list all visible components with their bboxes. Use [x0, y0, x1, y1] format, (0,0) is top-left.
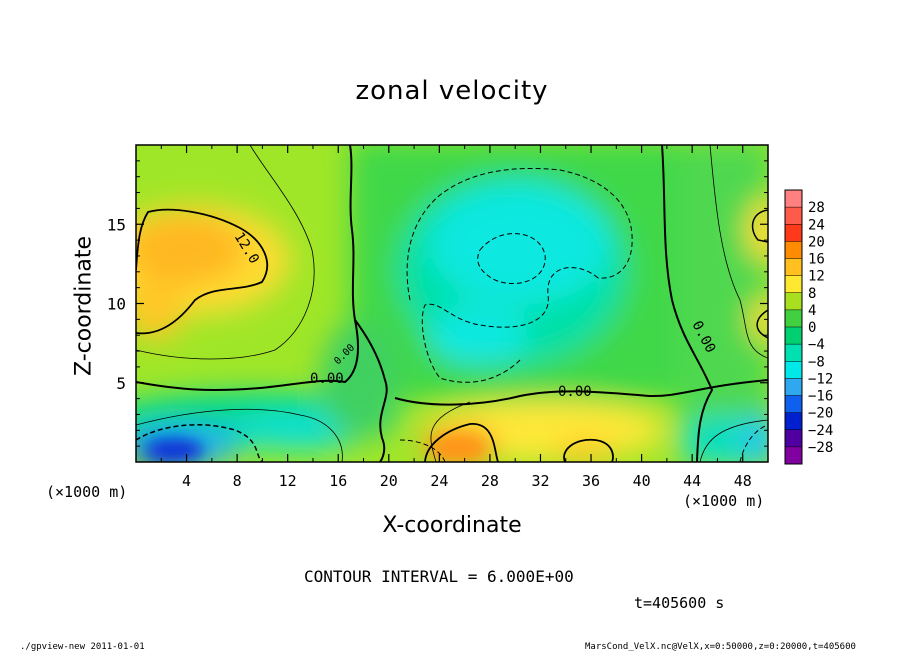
colorbar-label: 8 — [808, 286, 816, 302]
colorbar-swatch — [785, 412, 802, 431]
colorbar-swatch — [785, 190, 802, 208]
colorbar-label: 4 — [808, 303, 816, 319]
colorbar-label: 16 — [808, 252, 825, 268]
x-tick-label: 24 — [430, 472, 448, 490]
x-tick-label: 28 — [481, 472, 499, 490]
colorbar-label: −20 — [808, 406, 833, 422]
colorbar-label: −12 — [808, 371, 833, 387]
x-tick-label: 32 — [531, 472, 549, 490]
y-tick-label: 15 — [107, 215, 126, 234]
x-tick-label: 4 — [182, 472, 191, 490]
y-axis: 5 10 15 — [107, 160, 768, 447]
contour-label: 0.00 — [310, 371, 344, 387]
y-tick-label: 10 — [107, 295, 126, 314]
y-axis-label: Z-coordinate — [71, 236, 97, 376]
colorbar-swatch — [785, 344, 802, 362]
colorbar-swatch — [785, 429, 802, 448]
colorbar-swatch — [785, 207, 802, 225]
heatmap-field: 12.0 0.00 0.00 0.00 0.00 — [136, 145, 768, 462]
x-tick-label: 44 — [683, 472, 701, 490]
x-axis: 4 8 12 16 20 24 28 32 36 40 44 48 — [160, 145, 752, 490]
colorbar-swatch — [785, 224, 802, 242]
colorbar-swatch — [785, 241, 802, 259]
colorbar-label: −28 — [808, 440, 833, 456]
colorbar-label: 0 — [808, 320, 816, 336]
x-tick-label: 48 — [734, 472, 752, 490]
colorbar-swatch — [785, 378, 802, 396]
contour-interval: CONTOUR INTERVAL = 6.000E+00 — [304, 567, 574, 586]
colorbar-swatch — [785, 446, 802, 465]
x-tick-label: 40 — [633, 472, 651, 490]
x-axis-label: X-coordinate — [382, 513, 522, 538]
colorbar-swatch — [785, 275, 802, 294]
colorbar-swatch — [785, 258, 802, 277]
colorbar-label: −16 — [808, 389, 833, 405]
x-tick-label: 8 — [233, 472, 242, 490]
time-stamp: t=405600 s — [634, 594, 725, 612]
x-tick-label: 12 — [279, 472, 297, 490]
colorbar-label: 28 — [808, 200, 825, 216]
x-axis-unit: (×1000 m) — [683, 492, 765, 510]
colorbar-swatch — [785, 395, 802, 414]
y-axis-unit: (×1000 m) — [46, 483, 128, 501]
colorbar-label: 12 — [808, 269, 825, 285]
y-tick-label: 5 — [116, 374, 126, 393]
colorbar-swatch — [785, 309, 802, 328]
chart-title: zonal velocity — [355, 76, 549, 106]
colorbar-label: 24 — [808, 217, 825, 233]
x-tick-label: 36 — [582, 472, 600, 490]
x-tick-label: 20 — [380, 472, 398, 490]
x-tick-label: 16 — [329, 472, 347, 490]
contour-lines — [136, 145, 768, 462]
contour-label: 0.00 — [558, 384, 592, 400]
colorbar-swatch — [785, 292, 802, 311]
colorbar-swatch — [785, 327, 802, 345]
colorbar-label: −4 — [808, 337, 825, 353]
colorbar-label: −24 — [808, 423, 833, 439]
colorbar-label: 20 — [808, 234, 825, 250]
colorbar-label: −8 — [808, 354, 825, 370]
footer-right: MarsCond_VelX.nc@VelX,x=0:50000,z=0:2000… — [585, 642, 856, 652]
footer-left: ./gpview-new 2011-01-01 — [20, 642, 145, 652]
colorbar-swatch — [785, 361, 802, 379]
